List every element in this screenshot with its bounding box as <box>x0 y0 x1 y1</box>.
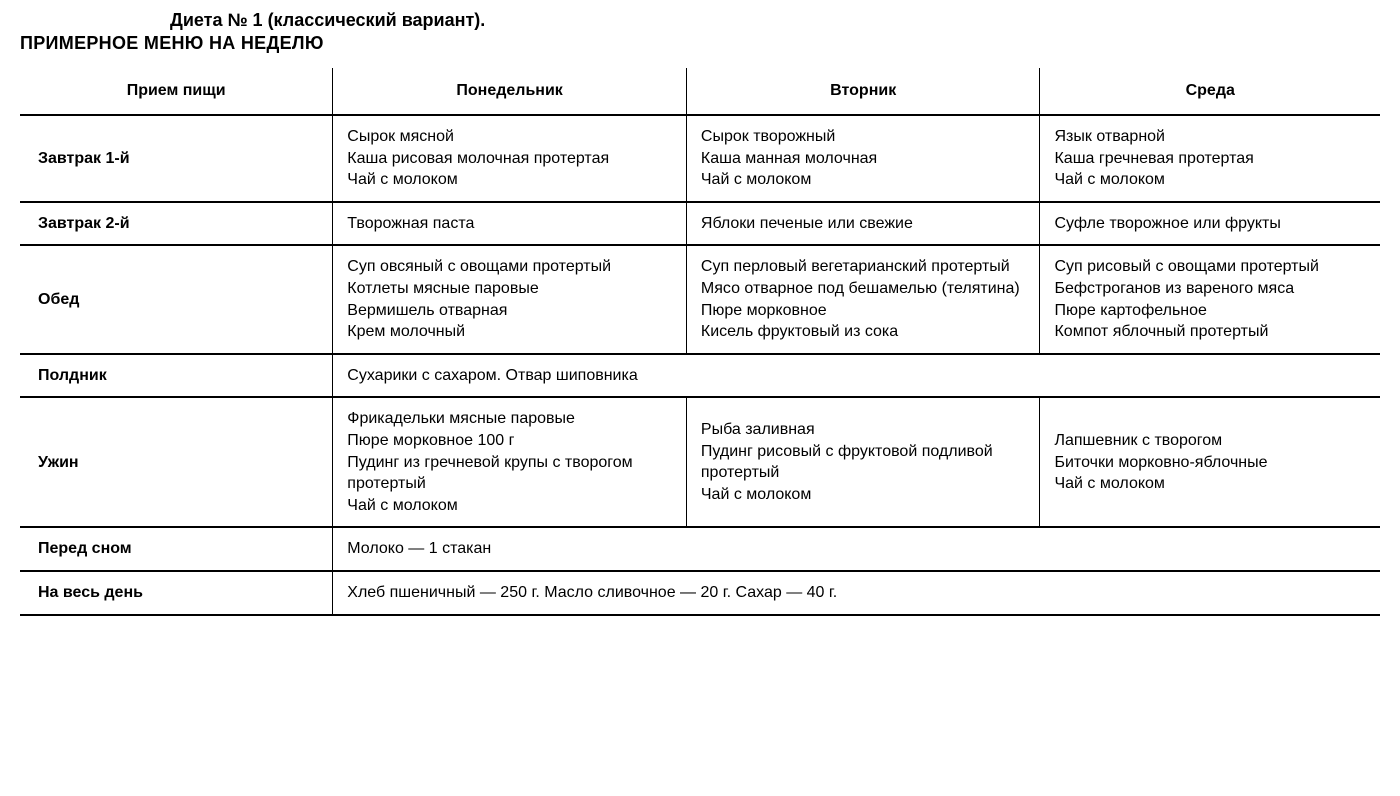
dish-item: Чай с молоком <box>1054 473 1366 495</box>
dish-item: Лапшевник с творогом <box>1054 430 1366 452</box>
meal-cell: Сырок творожныйКаша манная молочнаяЧай с… <box>686 115 1040 202</box>
menu-subtitle: ПРИМЕРНОЕ МЕНЮ НА НЕДЕЛЮ <box>20 33 1380 54</box>
dish-item: Кисель фруктовый из сока <box>701 321 1026 343</box>
dish-item: Каша манная молочная <box>701 148 1026 170</box>
meal-label: На весь день <box>20 571 333 615</box>
dish-item: Суфле творожное или фрукты <box>1054 213 1366 235</box>
diet-title: Диета № 1 (классический вариант). <box>170 10 1380 31</box>
table-row: На весь деньХлеб пшеничный — 250 г. Масл… <box>20 571 1380 615</box>
table-row: ПолдникСухарики с сахаром. Отвар шиповни… <box>20 354 1380 398</box>
dish-item: Пюре морковное <box>701 300 1026 322</box>
meal-cell-spanned: Сухарики с сахаром. Отвар шиповника <box>333 354 1380 398</box>
dish-item: Суп рисовый с овощами про­тертый <box>1054 256 1366 278</box>
col-header-tuesday: Вторник <box>686 68 1040 115</box>
dish-item: Пудинг рисовый с фруктовой подливой прот… <box>701 441 1026 484</box>
meal-cell: Рыба заливнаяПудинг рисовый с фруктовой … <box>686 397 1040 527</box>
dish-item: Яблоки печеные или свежие <box>701 213 1026 235</box>
dish-item: Чай с молоком <box>347 169 672 191</box>
table-row: Завтрак 2-й Творожная паста Яблоки печеные… <box>20 202 1380 246</box>
col-header-meal: Прием пищи <box>20 68 333 115</box>
dish-item: Мясо отварное под бешаме­лью (телятина) <box>701 278 1026 300</box>
dish-item: Пудинг из гречневой крупы с творогом про… <box>347 452 672 495</box>
dish-item: Чай с молоком <box>701 484 1026 506</box>
dish-item: Суп овсяный с овощами про­тертый <box>347 256 672 278</box>
meal-cell: Яблоки печеные или свежие <box>686 202 1040 246</box>
dish-item: Крем молочный <box>347 321 672 343</box>
page-header: Диета № 1 (классический вариант). ПРИМЕР… <box>20 10 1380 54</box>
table-header-row: Прием пищи Понедельник Вторник Среда <box>20 68 1380 115</box>
table-row: ОбедСуп овсяный с овощами про­тертыйКотл… <box>20 245 1380 353</box>
meal-label: Завтрак 2-й <box>20 202 333 246</box>
col-header-wednesday: Среда <box>1040 68 1380 115</box>
dish-item: Фрикадельки мясные паро­вые <box>347 408 672 430</box>
meal-cell: Язык отварнойКаша гречневая протертаяЧай… <box>1040 115 1380 202</box>
dish-item: Творожная паста <box>347 213 672 235</box>
dish-item: Каша гречневая протертая <box>1054 148 1366 170</box>
dish-item: Рыба заливная <box>701 419 1026 441</box>
meal-cell: Сырок мяснойКаша рисовая молочная про­те… <box>333 115 687 202</box>
dish-item: Бефстроганов из вареного мяса <box>1054 278 1366 300</box>
dish-item: Каша рисовая молочная про­тертая <box>347 148 672 170</box>
meal-cell-spanned: Молоко — 1 стакан <box>333 527 1380 571</box>
dish-item: Биточки морковно-яблочные <box>1054 452 1366 474</box>
meal-cell: Лапшевник с творогомБиточки морковно-ябл… <box>1040 397 1380 527</box>
table-row: Перед сномМолоко — 1 стакан <box>20 527 1380 571</box>
dish-item: Вермишель отварная <box>347 300 672 322</box>
weekly-menu-table: Прием пищи Понедельник Вторник Среда Зав… <box>20 68 1380 616</box>
dish-item: Пюре картофельное <box>1054 300 1366 322</box>
dish-item: Сырок мясной <box>347 126 672 148</box>
meal-label: Полдник <box>20 354 333 398</box>
col-header-monday: Понедельник <box>333 68 687 115</box>
meal-label: Перед сном <box>20 527 333 571</box>
meal-cell: Суп овсяный с овощами про­тертыйКотлеты … <box>333 245 687 353</box>
dish-item: Компот яблочный протертый <box>1054 321 1366 343</box>
meal-cell: Суп рисовый с овощами про­тертыйБефстрог… <box>1040 245 1380 353</box>
table-row: УжинФрикадельки мясные паро­выеПюре морк… <box>20 397 1380 527</box>
dish-item: Чай с молоком <box>347 495 672 517</box>
meal-label: Ужин <box>20 397 333 527</box>
meal-cell: Творожная паста <box>333 202 687 246</box>
meal-label: Обед <box>20 245 333 353</box>
table-row: Завтрак 1-йСырок мяснойКаша рисовая моло… <box>20 115 1380 202</box>
dish-item: Котлеты мясные паровые <box>347 278 672 300</box>
meal-cell: Фрикадельки мясные паро­выеПюре морковно… <box>333 397 687 527</box>
meal-label: Завтрак 1-й <box>20 115 333 202</box>
meal-cell: Суфле творожное или фрукты <box>1040 202 1380 246</box>
dish-item: Язык отварной <box>1054 126 1366 148</box>
dish-item: Сырок творожный <box>701 126 1026 148</box>
meal-cell: Суп перловый вегетариан­ский протертыйМя… <box>686 245 1040 353</box>
dish-item: Чай с молоком <box>1054 169 1366 191</box>
meal-cell-spanned: Хлеб пшеничный — 250 г. Масло сливочное … <box>333 571 1380 615</box>
dish-item: Чай с молоком <box>701 169 1026 191</box>
dish-item: Пюре морковное 100 г <box>347 430 672 452</box>
dish-item: Суп перловый вегетариан­ский протертый <box>701 256 1026 278</box>
